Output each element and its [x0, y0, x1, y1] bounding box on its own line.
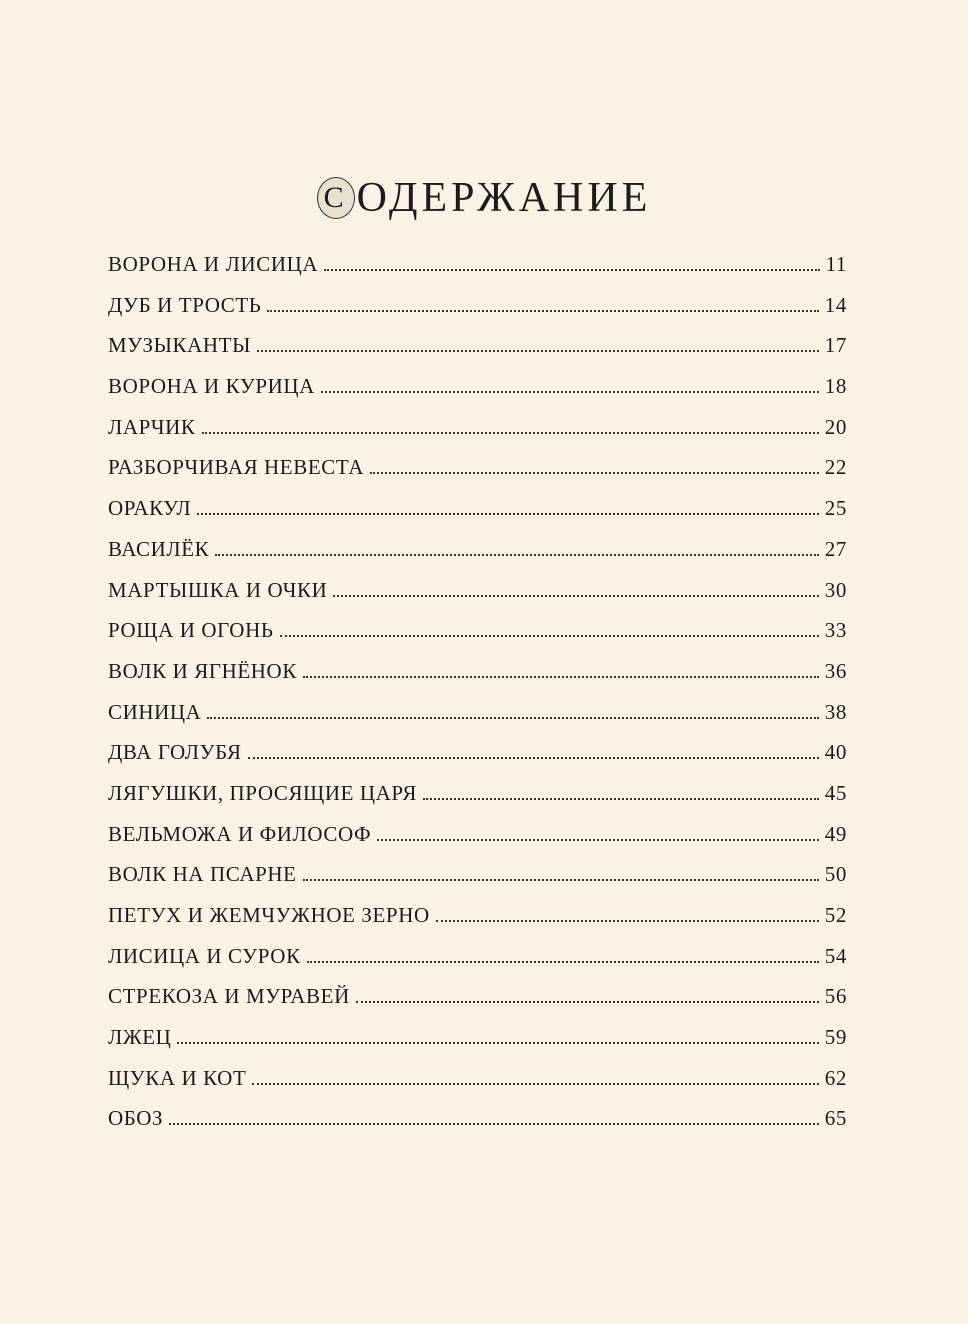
entry-page-number: 14 [824, 292, 847, 317]
entry-title: ДУБ И ТРОСТЬ [108, 292, 262, 317]
toc-entry[interactable]: ВОРОНА И КУРИЦА 18 [108, 374, 847, 415]
dot-leader [197, 513, 819, 516]
dot-leader [320, 391, 819, 394]
toc-entry[interactable]: ЩУКА И КОТ 62 [108, 1066, 847, 1107]
dot-leader [302, 879, 819, 882]
dot-leader [279, 635, 819, 638]
toc-entry[interactable]: ДУБ И ТРОСТЬ 14 [108, 293, 847, 334]
toc-entry[interactable]: РОЩА И ОГОНЬ 33 [108, 618, 847, 659]
entry-page-number: 56 [824, 984, 847, 1009]
entry-page-number: 30 [824, 577, 847, 602]
dot-leader [355, 1001, 819, 1004]
entry-title: СТРЕКОЗА И МУРАВЕЙ [108, 984, 350, 1009]
toc-entry[interactable]: ЛЖЕЦ 59 [108, 1025, 847, 1066]
table-of-contents: ВОРОНА И ЛИСИЦА 11 ДУБ И ТРОСТЬ 14 МУЗЫКАНТЫ… [108, 252, 847, 1147]
entry-page-number: 65 [824, 1106, 847, 1131]
dot-leader [370, 472, 819, 475]
toc-entry[interactable]: ВАСИЛЁК 27 [108, 537, 847, 578]
entry-page-number: 18 [824, 374, 847, 399]
entry-page-number: 59 [824, 1025, 847, 1050]
dot-leader [267, 309, 819, 312]
toc-entry[interactable]: ВОРОНА И ЛИСИЦА 11 [108, 252, 847, 293]
entry-title: ЛАРЧИК [108, 414, 196, 439]
dot-leader [306, 960, 819, 963]
entry-page-number: 20 [824, 414, 847, 439]
entry-title: СИНИЦА [108, 699, 202, 724]
toc-entry[interactable]: РАЗБОРЧИВАЯ НЕВЕСТА 22 [108, 455, 847, 496]
toc-entry[interactable]: СИНИЦА 38 [108, 700, 847, 741]
dot-leader [256, 350, 819, 353]
entry-title: ПЕТУХ И ЖЕМЧУЖНОЕ ЗЕРНО [108, 903, 430, 927]
toc-entry[interactable]: СТРЕКОЗА И МУРАВЕЙ 56 [108, 984, 847, 1025]
entry-title: МУЗЫКАНТЫ [108, 333, 251, 358]
entry-page-number: 52 [824, 903, 847, 927]
dot-leader [169, 1123, 819, 1126]
entry-page-number: 62 [824, 1065, 847, 1090]
entry-title: ЛЖЕЦ [108, 1025, 172, 1050]
dot-leader [252, 1082, 819, 1085]
toc-entry[interactable]: ВОЛК НА ПСАРНЕ 50 [108, 862, 847, 903]
entry-title: ЛЯГУШКИ, ПРОСЯЩИЕ ЦАРЯ [108, 780, 417, 805]
entry-title: ВОРОНА И КУРИЦА [108, 374, 315, 399]
dot-leader [333, 594, 819, 597]
entry-page-number: 54 [824, 943, 847, 968]
dot-leader [215, 553, 819, 556]
dot-leader [201, 431, 819, 434]
entry-page-number: 22 [824, 455, 847, 480]
toc-entry[interactable]: ПЕТУХ И ЖЕМЧУЖНОЕ ЗЕРНО 52 [108, 903, 847, 944]
entry-title: ВАСИЛЁК [108, 536, 210, 561]
entry-title: ВЕЛЬМОЖА И ФИЛОСОФ [108, 821, 372, 846]
dot-leader [422, 797, 819, 800]
entry-title: ОБОЗ [108, 1106, 164, 1131]
toc-entry[interactable]: МАРТЫШКА И ОЧКИ 30 [108, 578, 847, 619]
page-title: С ОДЕРЖАНИЕ [0, 174, 968, 222]
dot-leader [177, 1042, 819, 1045]
toc-entry[interactable]: ОРАКУЛ 25 [108, 496, 847, 537]
entry-title: ЛИСИЦА И СУРОК [108, 943, 301, 968]
dot-leader [377, 838, 819, 841]
toc-entry[interactable]: ЛАРЧИК 20 [108, 415, 847, 456]
entry-title: ВОРОНА И ЛИСИЦА [108, 252, 319, 276]
entry-title: ВОЛК НА ПСАРНЕ [108, 862, 297, 887]
toc-entry[interactable]: ВОЛК И ЯГНЁНОК 36 [108, 659, 847, 700]
dot-leader [435, 920, 819, 922]
entry-page-number: 27 [824, 536, 847, 561]
title-text: ОДЕРЖАНИЕ [356, 175, 652, 222]
entry-page-number: 40 [824, 740, 847, 765]
entry-title: ЩУКА И КОТ [108, 1065, 247, 1090]
entry-title: ДВА ГОЛУБЯ [108, 740, 242, 765]
entry-title: РАЗБОРЧИВАЯ НЕВЕСТА [108, 455, 365, 480]
entry-page-number: 36 [824, 658, 847, 683]
entry-page-number: 38 [824, 699, 847, 724]
entry-title: ОРАКУЛ [108, 496, 192, 521]
entry-page-number: 25 [824, 496, 847, 521]
toc-entry[interactable]: ВЕЛЬМОЖА И ФИЛОСОФ 49 [108, 822, 847, 863]
dot-leader [207, 716, 819, 719]
toc-entry[interactable]: ДВА ГОЛУБЯ 40 [108, 740, 847, 781]
entry-page-number: 49 [824, 821, 847, 846]
dot-leader [302, 675, 819, 678]
entry-page-number: 33 [824, 618, 847, 643]
entry-page-number: 45 [824, 780, 847, 805]
toc-entry[interactable]: ЛИСИЦА И СУРОК 54 [108, 944, 847, 985]
entry-page-number: 17 [824, 333, 847, 358]
entry-title: МАРТЫШКА И ОЧКИ [108, 577, 328, 602]
entry-title: ВОЛК И ЯГНЁНОК [108, 658, 297, 683]
dot-leader [247, 757, 819, 760]
ornamental-initial: С [316, 177, 355, 220]
toc-entry[interactable]: МУЗЫКАНТЫ 17 [108, 333, 847, 374]
toc-entry[interactable]: ЛЯГУШКИ, ПРОСЯЩИЕ ЦАРЯ 45 [108, 781, 847, 822]
entry-title: РОЩА И ОГОНЬ [108, 618, 274, 643]
entry-page-number: 11 [825, 252, 847, 276]
dot-leader [324, 269, 820, 271]
entry-page-number: 50 [824, 862, 847, 887]
toc-entry[interactable]: ОБОЗ 65 [108, 1106, 847, 1147]
